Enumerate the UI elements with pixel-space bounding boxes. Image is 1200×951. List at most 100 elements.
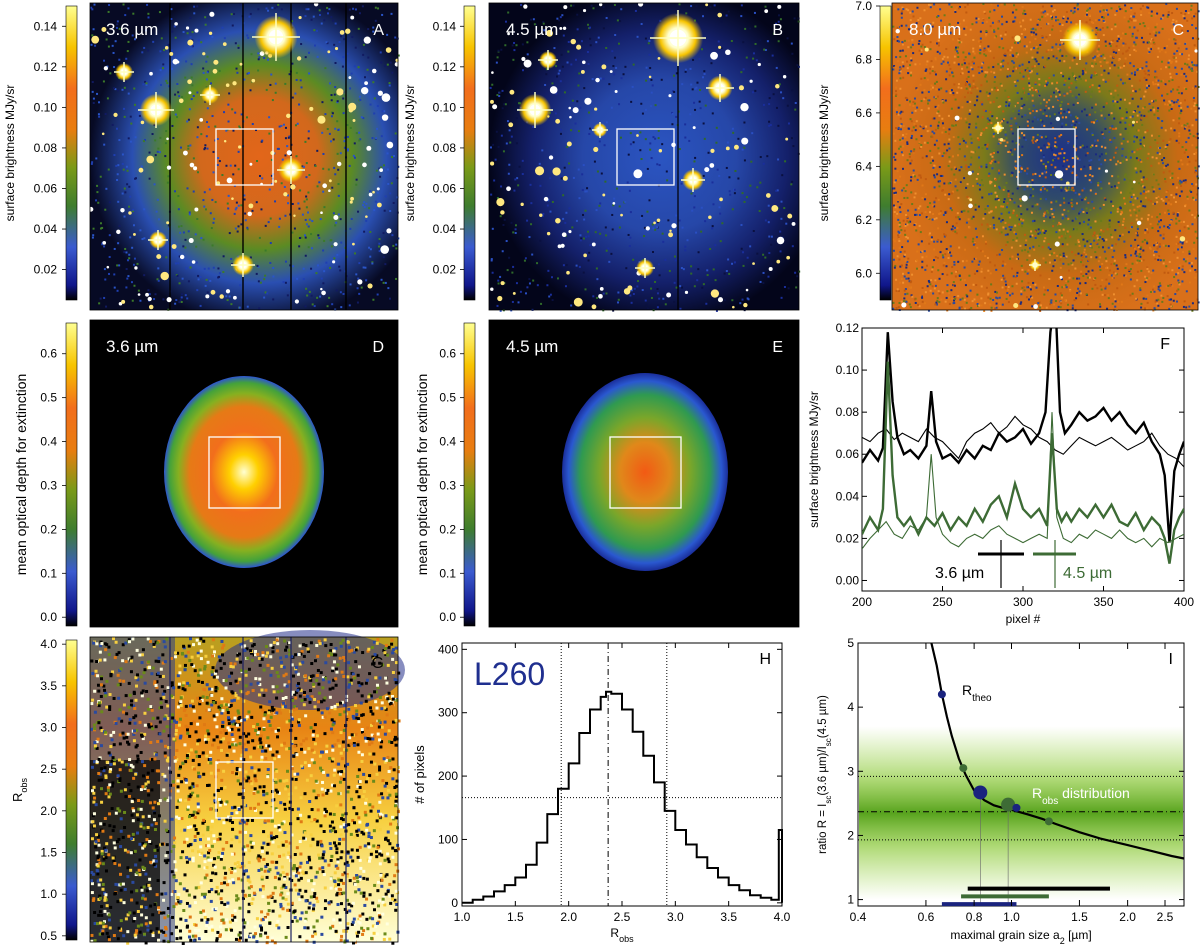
noise-pixel: [1123, 197, 1125, 199]
noise-pixel: [1055, 19, 1057, 21]
noise-pixel: [349, 87, 351, 89]
noise-pixel: [1095, 145, 1097, 147]
noise-pixel: [1196, 147, 1198, 149]
noise-pixel: [1061, 294, 1063, 296]
star: [328, 189, 331, 192]
noise-pixel: [1108, 247, 1110, 249]
noise-pixel: [1125, 33, 1127, 35]
noise-pixel: [1178, 92, 1180, 94]
noise-pixel: [335, 23, 337, 25]
noise-pixel: [1162, 28, 1164, 30]
noise-pixel: [191, 84, 193, 86]
noise-pixel: [1067, 280, 1069, 282]
noise-pixel: [1072, 305, 1074, 307]
noise-pixel: [237, 231, 239, 233]
star: [777, 237, 785, 245]
noise-pixel: [768, 205, 770, 207]
noise-pixel: [333, 138, 335, 140]
noise-pixel: [1069, 277, 1071, 279]
noise-pixel: [1072, 74, 1074, 76]
noise-pixel: [1179, 43, 1181, 45]
noise-pixel: [684, 246, 686, 248]
noise-pixel: [913, 224, 915, 226]
noise-pixel: [655, 104, 657, 106]
noise-pixel: [918, 43, 920, 45]
noise-pixel: [1036, 203, 1038, 205]
noise-pixel: [203, 72, 205, 74]
noise-pixel: [904, 136, 906, 138]
star: [574, 298, 583, 307]
noise-pixel: [1079, 146, 1081, 148]
noise-pixel: [1015, 85, 1017, 87]
noise-pixel: [612, 228, 614, 230]
noise-pixel: [1167, 104, 1169, 106]
noise-pixel: [165, 256, 167, 258]
noise-pixel: [1021, 116, 1023, 118]
noise-pixel: [1133, 151, 1135, 153]
noise-pixel: [911, 40, 913, 42]
noise-pixel: [308, 52, 310, 54]
noise-pixel: [289, 73, 291, 75]
noise-pixel: [304, 141, 306, 143]
noise-pixel: [1009, 294, 1011, 296]
noise-pixel: [239, 307, 241, 309]
noise-pixel: [103, 297, 105, 299]
noise-pixel: [985, 30, 987, 32]
noise-pixel: [1055, 300, 1057, 302]
noise-pixel: [898, 306, 900, 308]
noise-pixel: [1063, 209, 1065, 211]
noise-pixel: [981, 179, 983, 181]
noise-pixel: [330, 239, 332, 241]
noise-pixel: [1123, 274, 1125, 276]
star: [671, 223, 676, 228]
noise-pixel: [336, 289, 338, 291]
noise-pixel: [1187, 163, 1189, 165]
star: [785, 138, 788, 141]
noise-pixel: [641, 23, 643, 25]
noise-pixel: [778, 14, 780, 16]
noise-pixel: [284, 215, 286, 217]
noise-pixel: [939, 278, 941, 280]
noise-pixel: [1162, 14, 1164, 16]
noise-pixel: [524, 260, 526, 262]
noise-pixel: [749, 28, 751, 30]
noise-pixel: [1177, 161, 1179, 163]
noise-pixel: [1062, 245, 1064, 247]
noise-pixel: [1178, 135, 1180, 137]
noise-pixel: [560, 80, 562, 82]
noise-pixel: [1124, 16, 1126, 18]
noise-pixel: [323, 240, 325, 242]
noise-pixel: [551, 276, 553, 278]
noise-pixel: [950, 289, 952, 291]
noise-pixel: [1052, 225, 1054, 227]
star: [165, 46, 169, 50]
noise-pixel: [245, 219, 247, 221]
noise-pixel: [1062, 217, 1064, 219]
noise-pixel: [1034, 173, 1036, 175]
noise-pixel: [905, 55, 907, 57]
noise-pixel: [596, 267, 598, 269]
noise-pixel: [1086, 212, 1088, 214]
noise-pixel: [693, 102, 695, 104]
noise-pixel: [987, 144, 989, 146]
noise-pixel: [355, 184, 357, 186]
noise-pixel: [595, 231, 597, 233]
noise-pixel: [954, 11, 956, 13]
noise-pixel: [561, 14, 563, 16]
noise-pixel: [588, 260, 590, 262]
noise-pixel: [740, 71, 742, 73]
noise-pixel: [894, 265, 896, 267]
noise-pixel: [961, 68, 963, 70]
noise-pixel: [1011, 256, 1013, 258]
noise-pixel: [1195, 27, 1197, 29]
noise-pixel: [970, 67, 972, 69]
noise-pixel: [978, 66, 980, 68]
noise-pixel: [905, 133, 907, 135]
noise-pixel: [1075, 87, 1077, 89]
noise-pixel: [911, 274, 913, 276]
noise-pixel: [972, 171, 974, 173]
noise-pixel: [1030, 48, 1032, 50]
star: [176, 61, 179, 64]
star: [167, 297, 172, 302]
noise-pixel: [1007, 233, 1009, 235]
